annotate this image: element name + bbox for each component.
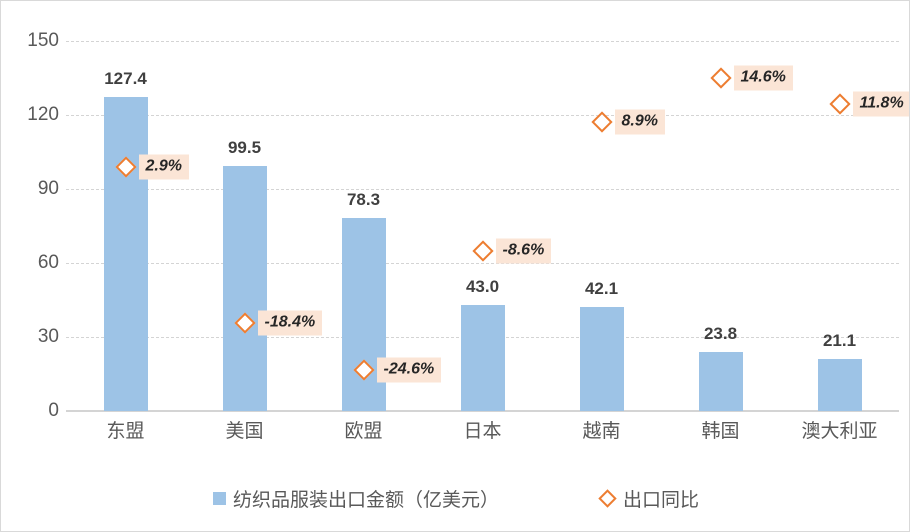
bar-value-label: 43.0 — [465, 276, 500, 296]
legend-label-export-yoy: 出口同比 — [623, 490, 700, 511]
yoy-marker-日本[interactable] — [471, 240, 494, 262]
yoy-value-label: 11.8% — [852, 91, 909, 117]
y-axis-tick-label: 120 — [27, 104, 59, 125]
yoy-value-label: 14.6% — [733, 65, 793, 91]
bar-东盟[interactable] — [103, 96, 148, 411]
bar-value-label: 99.5 — [227, 137, 262, 157]
gridline — [66, 263, 899, 264]
y-axis-tick-label: 90 — [37, 178, 59, 199]
yoy-value-label: -18.4% — [257, 310, 323, 336]
bar-value-label: 42.1 — [584, 279, 619, 299]
yoy-value-label: -24.6% — [376, 357, 442, 383]
y-axis-tick-label: 30 — [37, 326, 59, 347]
legend-item-export-yoy[interactable]: 出口同比 — [598, 485, 700, 512]
x-axis-tick-label-欧盟: 欧盟 — [344, 421, 383, 442]
bar-越南[interactable] — [579, 307, 624, 411]
bar-value-label: 127.4 — [104, 68, 147, 88]
x-axis-tick-label-韩国: 韩国 — [701, 421, 740, 442]
bar-澳大利亚[interactable] — [817, 358, 862, 411]
y-axis-tick-label: 60 — [37, 252, 59, 273]
x-axis-tick-label-美国: 美国 — [225, 421, 264, 442]
bar-value-label: 23.8 — [703, 324, 738, 344]
x-axis-tick-label-越南: 越南 — [582, 421, 621, 442]
legend-item-export-amount[interactable]: 纺织品服装出口金额（亿美元） — [212, 485, 499, 512]
diamond-marker-icon — [598, 489, 617, 508]
x-axis: 东盟 美国 欧盟 日本 越南 韩国 澳大利亚 — [66, 416, 899, 456]
bar-value-label: 78.3 — [346, 189, 381, 209]
chart-legend: 纺织品服装出口金额（亿美元） 出口同比 — [1, 485, 909, 512]
gridline — [66, 115, 899, 116]
gridline — [66, 411, 899, 412]
yoy-marker-韩国[interactable] — [709, 67, 732, 89]
yoy-value-label: -8.6% — [495, 238, 552, 264]
square-swatch-icon — [212, 492, 226, 505]
y-axis-tick-label: 150 — [27, 30, 59, 51]
y-axis: 0 30 60 90 120 150 — [1, 30, 59, 421]
plot-area: 127.4 2.9% 99.5 -18.4% 78.3 -24.6% 43.0 -8.6% 42… — [66, 41, 909, 412]
legend-label-export-amount: 纺织品服装出口金额（亿美元） — [232, 490, 499, 511]
yoy-value-label: 8.9% — [614, 109, 665, 135]
bar-日本[interactable] — [460, 304, 505, 411]
bar-value-label: 21.1 — [822, 330, 857, 350]
yoy-value-label: 2.9% — [138, 154, 189, 180]
gridline — [66, 189, 899, 190]
bar-美国[interactable] — [222, 165, 267, 411]
x-axis-tick-label-东盟: 东盟 — [106, 421, 145, 442]
bar-韩国[interactable] — [698, 352, 743, 411]
yoy-marker-澳大利亚[interactable] — [828, 93, 851, 115]
x-axis-tick-label-日本: 日本 — [463, 421, 502, 442]
x-axis-tick-label-澳大利亚: 澳大利亚 — [801, 421, 878, 442]
y-axis-tick-label: 0 — [48, 400, 59, 421]
gridline — [66, 41, 899, 42]
